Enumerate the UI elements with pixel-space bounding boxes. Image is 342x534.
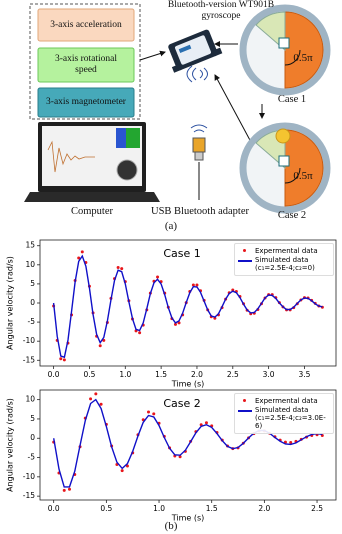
legend-marker [243, 399, 246, 402]
legend-label: Simulated data (c₁=2.5E-4;c₂=0) [255, 256, 315, 273]
x-tick-label: 1.0 [119, 370, 131, 379]
y-tick-label: -10 [23, 336, 35, 345]
y-tick-label: 10 [25, 395, 35, 404]
data-point [120, 267, 124, 271]
series-line [53, 398, 323, 488]
x-tick-label: 2.5 [227, 370, 239, 379]
y-tick-label: -15 [23, 491, 35, 500]
x-tick-label: 2.0 [258, 504, 270, 513]
data-point [67, 487, 71, 491]
data-point [77, 256, 81, 260]
computer-label: Computer [71, 206, 113, 217]
legend-entry: Expermental data [238, 247, 330, 255]
y-tick-label: -5 [28, 317, 36, 326]
x-tick-label: 3.0 [263, 370, 275, 379]
chart-title: Case 2 [163, 397, 200, 410]
angle-label: 0.5π [293, 170, 313, 182]
data-point [98, 344, 102, 348]
legend-entry: Expermental data [238, 397, 330, 405]
data-point [152, 412, 156, 416]
x-tick-label: 2.0 [191, 370, 203, 379]
legend-swatch [238, 247, 252, 255]
legend-label: Expermental data [255, 247, 318, 255]
case-label: Case 1 [277, 94, 307, 105]
y-axis-label: Angular velocity (rad/s) [6, 256, 15, 350]
data-point [120, 469, 124, 473]
y-tick-label: -10 [23, 472, 35, 481]
caption: (a) [164, 220, 178, 232]
y-tick-label: 5 [30, 414, 35, 423]
x-tick-label: 0.0 [48, 504, 60, 513]
data-point [80, 250, 84, 254]
series-line [52, 254, 323, 359]
legend: Expermental data Simulated data (c₁=2.5E-… [234, 243, 334, 277]
legend-entry: Simulated data (c₁=2.5E-4;c₂=3.0E-6) [238, 406, 330, 430]
x-axis-label: Time (s) [171, 380, 205, 389]
plot-frame [39, 389, 337, 501]
caption: (b) [164, 520, 178, 532]
data-point [289, 440, 293, 444]
diagram [24, 3, 331, 214]
adapter-label: USB Bluetooth adapter [151, 206, 249, 217]
y-axis-label: Angular velocity (rad/s) [6, 398, 15, 492]
x-tick-label: 0.5 [83, 370, 95, 379]
data-point [89, 397, 93, 401]
x-tick-label: 3.5 [298, 370, 310, 379]
legend-label: Simulated data (c₁=2.5E-4;c₂=3.0E-6) [255, 406, 326, 431]
gyroscope-label: Bluetooth-version WT901B gyroscope [167, 0, 275, 21]
case-label: Case 2 [277, 210, 307, 221]
y-tick-label: 0 [30, 298, 35, 307]
data-point [195, 283, 199, 287]
y-tick-label: 15 [25, 241, 35, 250]
legend-entry: Simulated data (c₁=2.5E-4;c₂=0) [238, 256, 330, 272]
legend-swatch [238, 397, 252, 405]
x-tick-label: 1.5 [206, 504, 218, 513]
x-axis-label: Time (s) [171, 514, 205, 523]
legend-line [238, 410, 252, 412]
x-tick-label: 1.5 [155, 370, 167, 379]
data-point [59, 357, 63, 361]
data-point [62, 488, 66, 492]
y-tick-label: 0 [30, 433, 35, 442]
legend: Expermental data Simulated data (c₁=2.5E-… [234, 393, 334, 435]
x-tick-label: 0.5 [100, 504, 112, 513]
legend-swatch [238, 406, 252, 414]
x-tick-label: 0.0 [48, 370, 60, 379]
y-tick-label: 5 [30, 279, 35, 288]
data-point [204, 421, 208, 425]
data-point [191, 283, 195, 287]
data-point [146, 410, 150, 414]
sensor-box: 3-axis magnetometer [46, 97, 126, 108]
x-tick-label: 2.5 [311, 504, 323, 513]
legend-marker [243, 249, 246, 252]
y-tick-label: 10 [25, 260, 35, 269]
data-point [94, 392, 98, 396]
data-point [62, 358, 66, 362]
legend-line [238, 260, 252, 262]
sensor-box: 3-axis rotational speed [55, 54, 117, 75]
y-tick-label: -5 [28, 453, 36, 462]
chart-title: Case 1 [163, 247, 200, 260]
data-point [99, 402, 103, 406]
data-point [178, 455, 182, 459]
data-point [173, 322, 177, 326]
data-point [156, 275, 160, 279]
x-tick-label: 1.0 [153, 504, 165, 513]
data-point [116, 265, 120, 269]
angle-label: 0.5π [293, 52, 313, 64]
legend-swatch [238, 256, 252, 264]
legend-label: Expermental data [255, 397, 318, 405]
sensor-box: 3-axis acceleration [50, 19, 122, 30]
data-point [138, 331, 142, 335]
y-tick-label: -15 [23, 355, 35, 364]
